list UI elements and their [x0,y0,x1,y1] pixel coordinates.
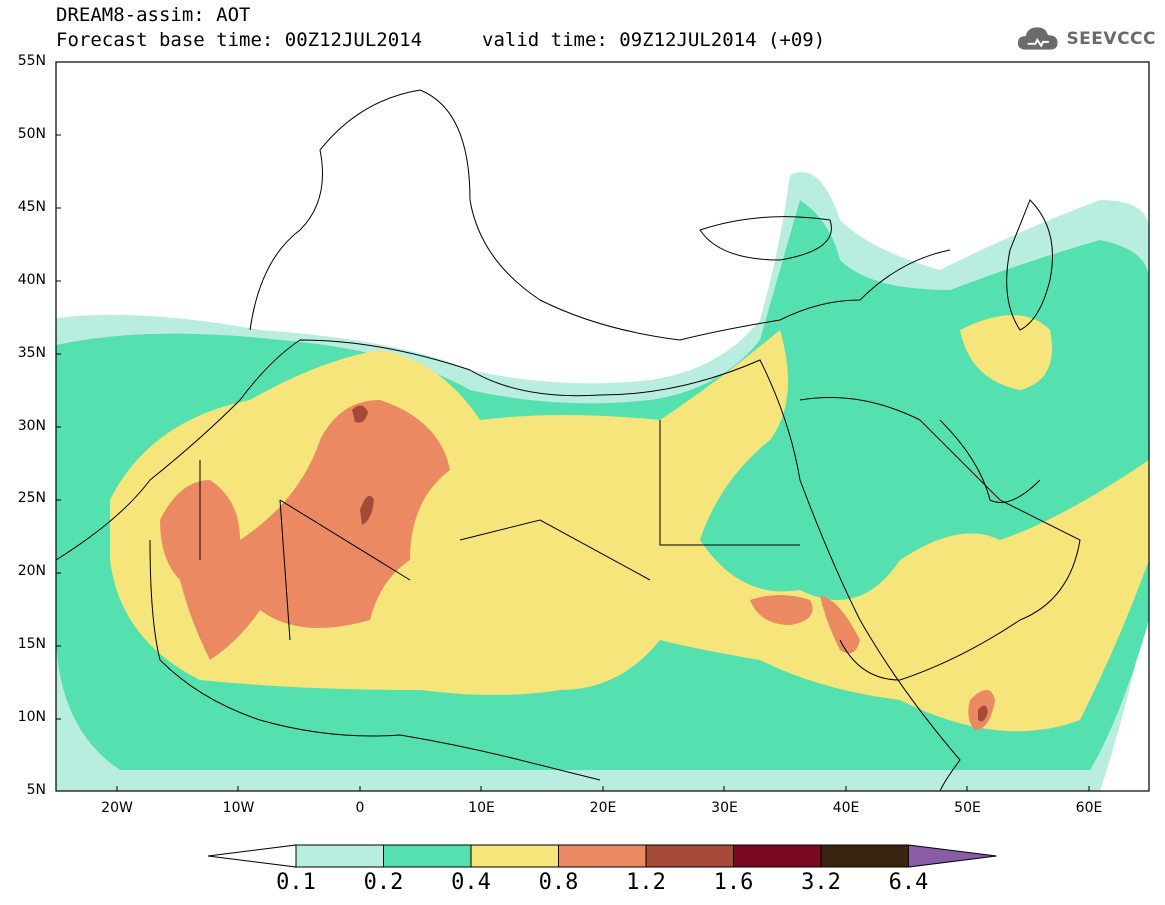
aot-patch-0.4-b [960,315,1052,390]
lat-label: 20N [17,563,46,580]
lon-label: 60E [1075,800,1103,816]
colorbar-swatch [558,844,647,868]
persian-gulf [939,419,1041,503]
aot-patch-1.2-a [352,405,368,423]
west-africa-coast [149,539,601,781]
aot-band-0.8 [160,400,450,660]
africa-coast [56,339,961,791]
colorbar-tick-label: 1.6 [713,870,754,895]
seevccc-logo: SEEVCCC [1016,22,1156,56]
europe-coast [249,89,951,341]
lat-label: 45N [17,198,46,215]
chart-title: DREAM8-assim: AOT [56,4,251,26]
colorbar-swatch [645,844,734,868]
aot-patch-1.2-c [978,705,988,722]
lon-label: 40E [832,800,860,816]
lat-label: 35N [17,344,46,361]
colorbar-swatch [733,844,822,868]
colorbar-swatch [383,844,472,868]
colorbar-swatch [295,844,384,868]
lat-label: 5N [26,782,46,798]
arabia-coast [799,397,1081,681]
lon-label: 30E [711,800,738,816]
aot-patch-0.8-b [750,595,813,625]
cloud-icon [1017,27,1058,50]
black-sea [699,216,832,261]
colorbar-tick-label: 0.1 [276,870,316,895]
lat-label: 50N [17,125,46,142]
coastlines [56,89,1081,791]
colorbar-min-arrow [207,844,297,868]
lat-label: 30N [17,417,46,434]
aot-field [56,172,1149,791]
lat-label: 25N [17,490,46,507]
lat-label: 40N [17,271,46,288]
aot-patch-0.8-c [820,595,860,654]
forecast-base-time: Forecast base time: 00Z12JUL2014 [56,29,423,51]
border-1 [199,420,800,641]
colorbar-tick-label: 0.8 [538,870,579,895]
aot-patch-1.2-b [360,495,374,525]
lat-label: 55N [17,53,46,69]
lon-label: 20E [589,800,617,816]
lon-label: 0 [355,800,365,816]
colorbar-swatch [820,844,909,868]
colorbar-tick-label: 0.2 [363,870,404,895]
valid-time: valid time: 09Z12JUL2014 (+09) [482,29,826,51]
colorbar-tick-label: 1.2 [626,870,666,895]
lat-label: 15N [17,636,46,653]
lon-label: 10W [222,800,255,816]
lon-label: 50E [954,800,981,816]
logo-text: SEEVCCC [1066,29,1156,49]
axis-ticks [56,61,1090,792]
colorbar-max-arrow [908,844,997,868]
lat-label: 10N [17,709,46,726]
lon-label: 10E [468,800,495,816]
colorbar [207,844,997,868]
lon-label: 20W [101,800,133,816]
colorbar-tick-label: 0.4 [451,870,491,895]
caspian-sea [1006,199,1053,331]
colorbar-tick-label: 6.4 [888,870,929,895]
colorbar-swatch [470,844,559,868]
colorbar-tick-label: 3.2 [801,870,841,895]
